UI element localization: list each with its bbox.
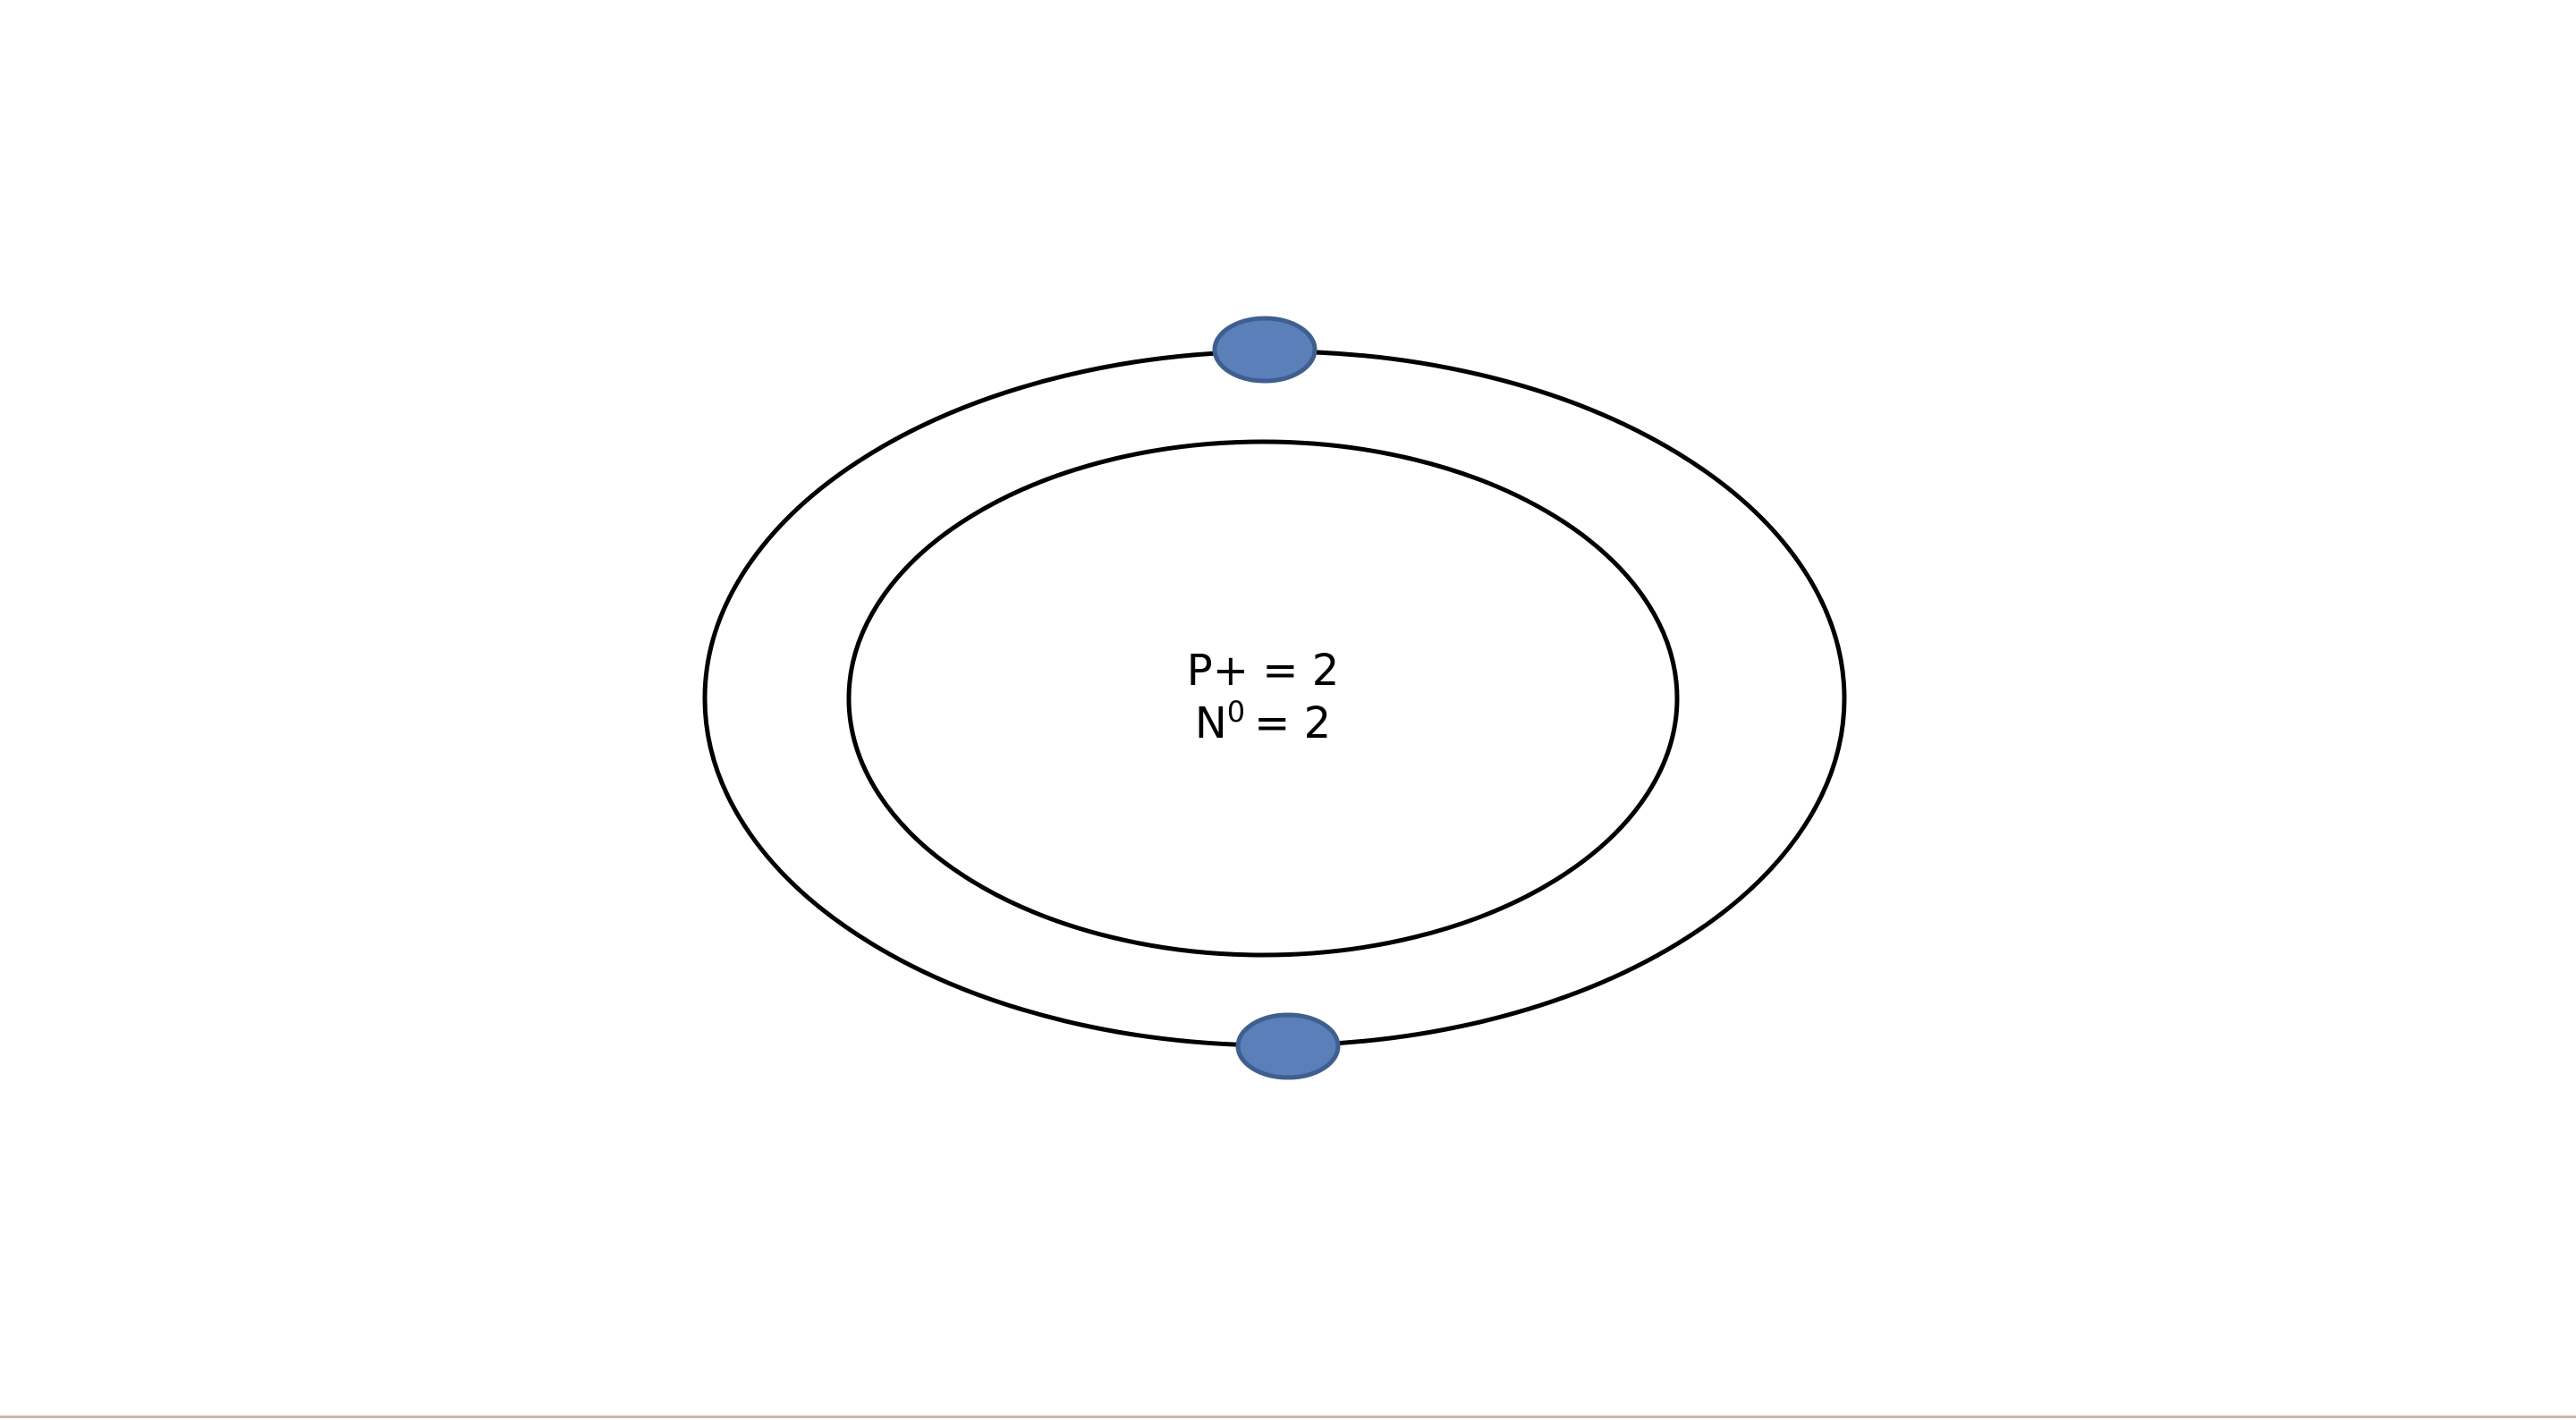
electron-top <box>1212 316 1318 384</box>
neutron-symbol: N <box>1195 698 1227 748</box>
neutron-count: 2 <box>1304 698 1332 748</box>
proton-count: 2 <box>1312 646 1340 696</box>
inner-orbit <box>846 439 1680 958</box>
neutron-superscript: 0 <box>1227 695 1245 729</box>
proton-count-label: P+ = 2 <box>1187 646 1339 696</box>
neutron-count-label: N0 = 2 <box>1195 695 1331 748</box>
proton-symbol: P+ <box>1187 646 1249 696</box>
proton-equals: = <box>1262 646 1298 696</box>
neutron-equals: = <box>1254 698 1290 748</box>
electron-bottom <box>1235 1012 1341 1080</box>
bottom-divider <box>0 1416 2576 1418</box>
